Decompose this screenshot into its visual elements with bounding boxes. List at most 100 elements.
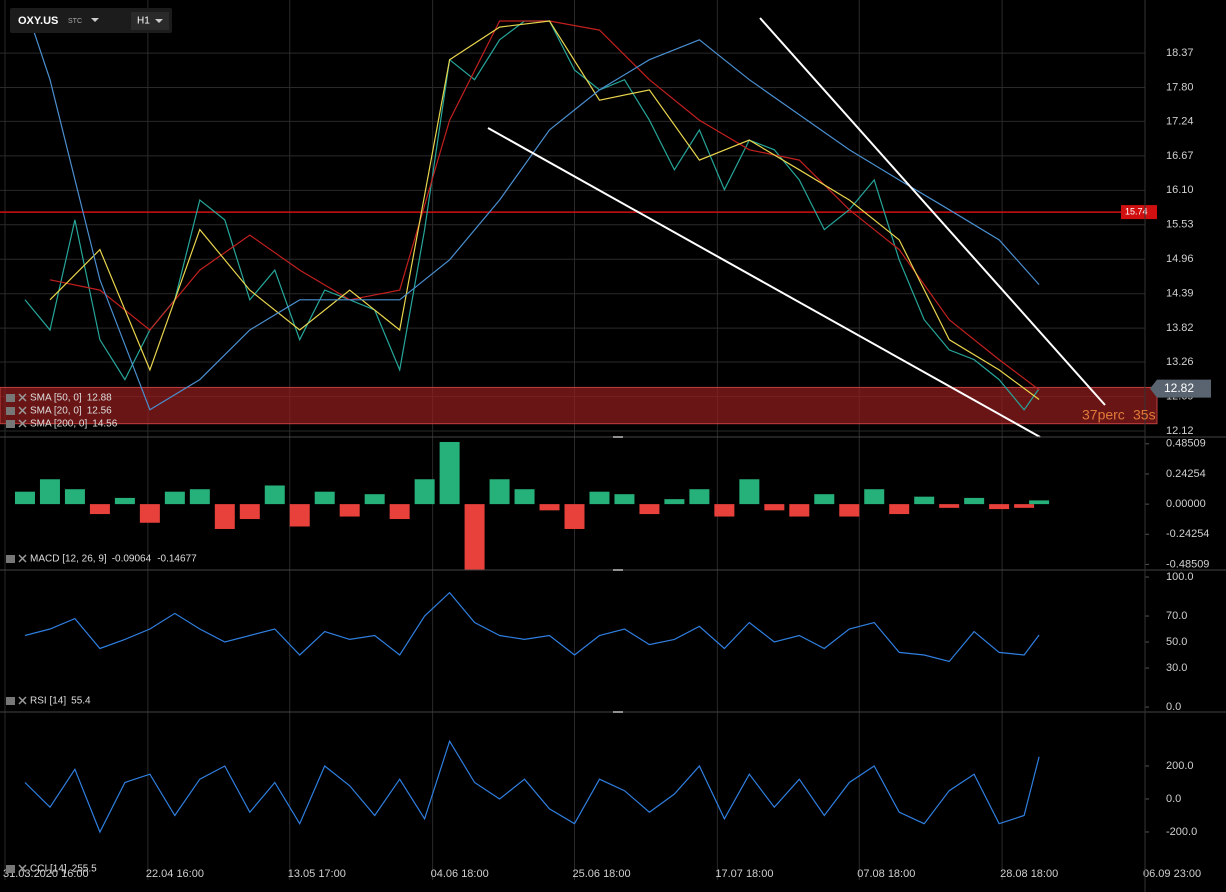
histogram-bar [989, 504, 1010, 510]
histogram-bar [289, 504, 310, 527]
legend-value: 12.56 [87, 406, 112, 417]
y-tick-label: 0.48509 [1166, 438, 1206, 450]
legend-value: 14.56 [92, 419, 117, 430]
histogram-bar [1029, 500, 1050, 505]
histogram-bar [164, 491, 185, 505]
histogram-bar [814, 494, 835, 505]
histogram-bar [239, 504, 260, 520]
legend-icon [6, 407, 15, 415]
symbol-bar[interactable]: OXY.US STC H1 [10, 8, 172, 33]
y-tick-label: 16.10 [1166, 184, 1194, 196]
histogram-bar [564, 504, 585, 529]
series-line [29, 19, 1040, 411]
legend-label: CCI [14] [30, 864, 67, 875]
histogram-bar [739, 479, 760, 505]
series-line [49, 20, 1040, 400]
dropdown-arrow[interactable] [155, 19, 163, 23]
histogram-bar [1014, 504, 1035, 508]
histogram-bar [114, 497, 135, 505]
y-tick-label: 17.80 [1166, 81, 1194, 93]
histogram-bar [589, 491, 610, 505]
legend-value: -0.09064 [112, 554, 152, 565]
price-tag [1121, 205, 1157, 220]
legend-label: SMA [20, 0] [30, 406, 82, 417]
histogram-bar [389, 504, 410, 520]
histogram-bar [764, 504, 785, 511]
legend-value: 12.88 [87, 393, 112, 404]
series-line [24, 739, 1040, 834]
histogram-bar [689, 489, 710, 505]
legend-close [18, 696, 27, 705]
x-tick-label: 22.04 16:00 [146, 868, 204, 880]
histogram-bar [939, 504, 960, 508]
legend-icon [6, 865, 15, 873]
histogram-bar [639, 504, 660, 515]
x-tick-label: 25.06 18:00 [572, 868, 630, 880]
histogram-bar [64, 489, 85, 505]
legend-label: SMA [200, 0] [30, 419, 87, 430]
exchange[interactable]: STC [68, 18, 82, 25]
histogram-bar [214, 504, 235, 529]
y-tick-label: 13.82 [1166, 322, 1194, 334]
histogram-bar [514, 489, 535, 505]
overlay: 18.37 17.80 17.24 16.67 16.10 15.53 14.96 14.39… [3, 47, 1211, 880]
y-tick-label: 15.53 [1166, 219, 1194, 231]
histogram-bar [914, 496, 935, 505]
dropdown-arrow[interactable] [91, 18, 99, 22]
legend-icon [6, 697, 15, 705]
legend-icon [6, 394, 15, 402]
histogram-bar [714, 504, 735, 517]
y-tick-label: 16.67 [1166, 150, 1194, 162]
histogram-bar [889, 504, 910, 515]
series-line [24, 591, 1040, 663]
y-tick-label: 13.26 [1166, 356, 1194, 368]
legend-close [18, 419, 27, 428]
histogram-bar [789, 504, 810, 517]
y-tick-label: 17.24 [1166, 115, 1194, 127]
y-tick-label: 70.0 [1166, 610, 1187, 622]
interval[interactable]: H1 [137, 16, 150, 27]
legend-label: SMA [50, 0] [30, 393, 82, 404]
x-tick-label: 13.05 17:00 [288, 868, 346, 880]
histogram-bar [864, 489, 885, 505]
histogram-bar [14, 491, 35, 505]
y-tick-label: 200.0 [1166, 760, 1194, 772]
histogram-bar [39, 479, 60, 505]
histogram-bar [314, 491, 335, 505]
y-tick-label: 0.24254 [1166, 468, 1206, 480]
last-price-tag [1150, 379, 1211, 398]
x-tick-label: 07.08 18:00 [857, 868, 915, 880]
interval-box[interactable] [131, 12, 169, 30]
y-tick-label: 50.0 [1166, 636, 1187, 648]
histogram-bar [614, 494, 635, 505]
y-tick-label: 0.0 [1166, 701, 1181, 713]
x-tick-label: 06.09 23:00 [1143, 868, 1201, 880]
histogram-bar [414, 479, 435, 505]
legend-close [18, 393, 27, 402]
histogram-bar [339, 504, 360, 517]
trend-line [487, 127, 1041, 438]
annotation: 35s [1133, 407, 1156, 423]
trend-line [759, 17, 1106, 406]
legend-label: MACD [12, 26, 9] [30, 554, 107, 565]
histogram-bar [964, 497, 985, 505]
histogram-bar [139, 504, 160, 523]
x-tick-label: 28.08 18:00 [1000, 868, 1058, 880]
legend-value: 255.5 [72, 864, 97, 875]
y-tick-label: 14.96 [1166, 253, 1194, 265]
annotation: 37perc [1082, 407, 1125, 423]
histogram-bar [489, 479, 510, 505]
y-tick-label: 12.12 [1166, 425, 1194, 437]
histogram-bar [839, 504, 860, 517]
x-tick-label: 04.06 18:00 [431, 868, 489, 880]
histogram-bar [189, 489, 210, 505]
last-price-label: 12.82 [1164, 381, 1194, 395]
y-tick-label: 18.37 [1166, 47, 1194, 59]
y-tick-label: 100.0 [1166, 571, 1194, 583]
y-tick-label: 0.00000 [1166, 498, 1206, 510]
legend-close [18, 864, 27, 873]
symbol[interactable]: OXY.US [18, 15, 58, 27]
